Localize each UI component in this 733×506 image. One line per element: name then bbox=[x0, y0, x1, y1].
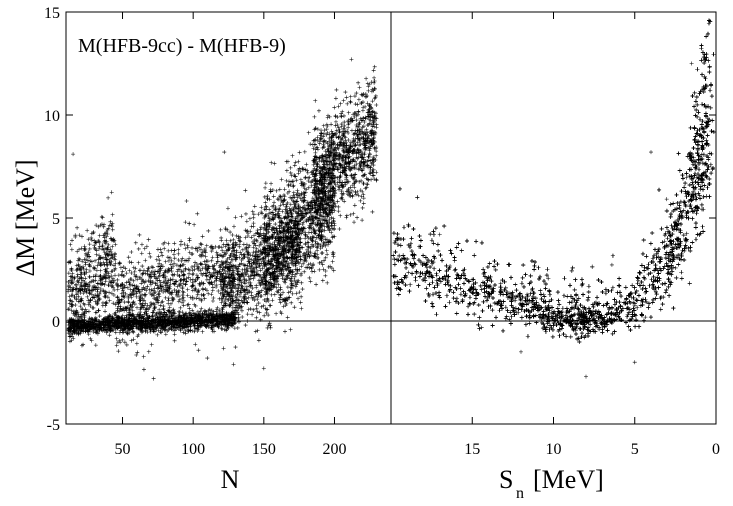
right-x-axis-ticks: 15 10 5 0 bbox=[464, 12, 720, 458]
right-panel-points bbox=[391, 18, 716, 379]
y-tick-label: 10 bbox=[44, 108, 60, 125]
right-panel-frame bbox=[390, 11, 717, 425]
left-x-axis-ticks: 50 100 150 200 bbox=[115, 12, 346, 458]
left-panel-frame bbox=[65, 11, 392, 425]
left-panel-points bbox=[66, 57, 379, 381]
x-tick-label: 100 bbox=[181, 441, 205, 458]
x-tick-label: 50 bbox=[115, 441, 131, 458]
chart-annotation: M(HFB-9cc) - M(HFB-9) bbox=[78, 35, 286, 57]
x-tick-label: 15 bbox=[464, 441, 480, 458]
y-tick-label: -5 bbox=[47, 417, 60, 434]
y-tick-label: 0 bbox=[52, 314, 60, 331]
x-tick-label: 200 bbox=[322, 441, 346, 458]
x-tick-label: 5 bbox=[631, 441, 639, 458]
x-tick-label: 150 bbox=[252, 441, 276, 458]
right-x-axis-label-main: S bbox=[499, 465, 513, 494]
right-x-axis-label: S n [MeV] bbox=[499, 465, 604, 502]
x-tick-label: 0 bbox=[712, 441, 720, 458]
y-tick-label: 5 bbox=[52, 211, 60, 228]
right-x-axis-label-unit: [MeV] bbox=[533, 465, 604, 494]
y-axis-label: ΔM [MeV] bbox=[11, 159, 40, 276]
y-tick-label: 15 bbox=[44, 5, 60, 22]
y-axis-ticks: -5 0 5 10 15 bbox=[44, 5, 716, 434]
left-x-axis-label: N bbox=[221, 465, 240, 494]
right-x-axis-label-subscript: n bbox=[516, 485, 524, 502]
x-tick-label: 10 bbox=[546, 441, 562, 458]
